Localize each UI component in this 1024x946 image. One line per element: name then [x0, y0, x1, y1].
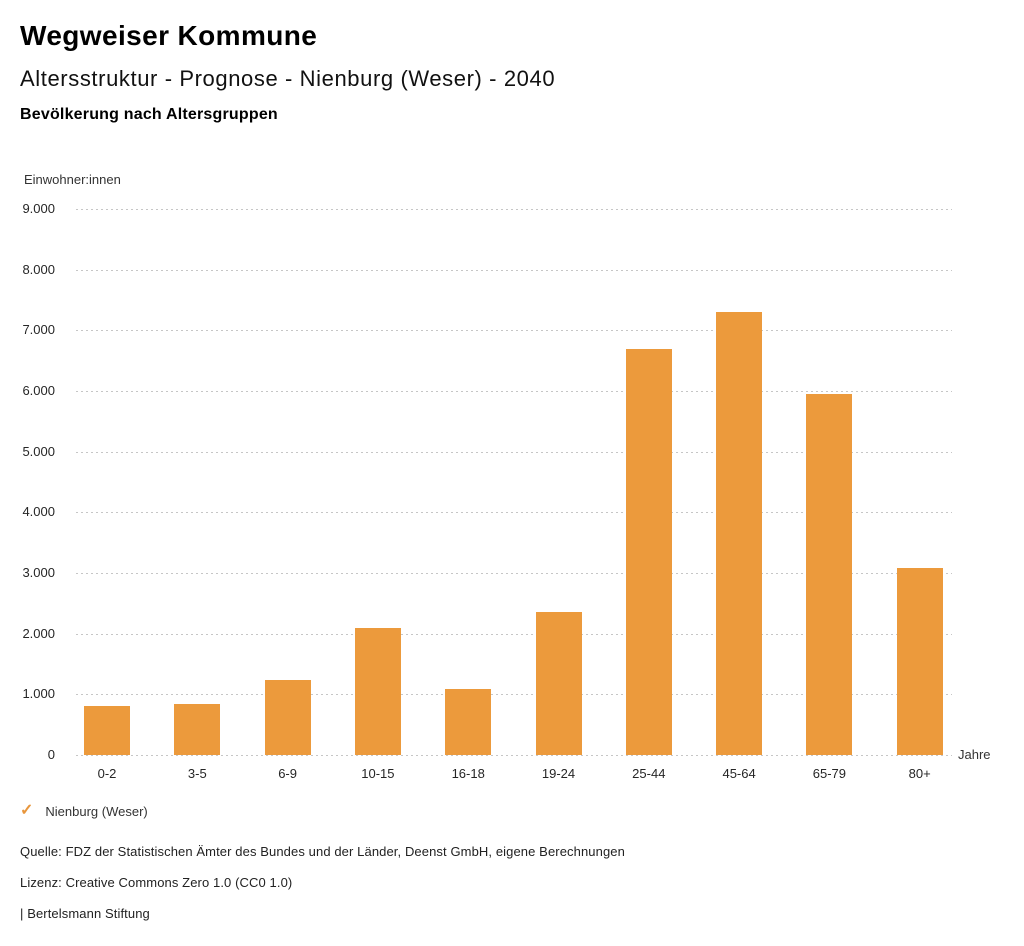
y-tick-label-3.000: 3.000: [22, 565, 55, 580]
y-tick-label-7.000: 7.000: [22, 322, 55, 338]
y-tick-label-6.000: 6.000: [22, 383, 55, 398]
gridline-0: [76, 755, 952, 756]
x-tick-label-10-15: 10-15: [361, 766, 395, 781]
bar-80+[interactable]: [896, 568, 943, 755]
page-title: Altersstruktur - Prognose - Nienburg (We…: [20, 66, 556, 91]
x-tick-label-6-9: 6-9: [278, 766, 297, 781]
gridline-7000: [76, 330, 952, 332]
gridline-3000: [76, 573, 952, 574]
y-tick-label-2.000: 2.000: [22, 625, 55, 641]
x-tick-label-25-44: 25-44: [632, 766, 666, 781]
chart-subtitle: Bevölkerung nach Altersgruppen: [20, 106, 278, 123]
gridline-9000: [76, 209, 952, 210]
x-tick-label-19-24: 19-24: [541, 766, 576, 781]
y-tick-label-4.000: 4.000: [22, 504, 55, 520]
gridline-2000: [76, 633, 952, 635]
bar-chart-plot-area: [76, 209, 952, 756]
y-tick-label-0: 0: [47, 747, 55, 762]
license-text: Lizenz: Creative Commons Zero 1.0 (CC0 1…: [20, 875, 293, 890]
bar-0-2[interactable]: [84, 706, 130, 755]
y-tick-label-1.000: 1.000: [22, 686, 55, 702]
x-tick-label-3-5: 3-5: [187, 766, 207, 781]
attribution-text: | Bertelsmann Stiftung: [20, 906, 150, 921]
gridline-4000: [76, 512, 952, 514]
bar-45-64[interactable]: [716, 311, 763, 755]
bar-3-5[interactable]: [174, 704, 221, 755]
bar-10-15[interactable]: [354, 628, 401, 755]
bar-16-18[interactable]: [445, 688, 492, 755]
x-tick-label-45-64: 45-64: [722, 766, 756, 781]
check-icon: ✓: [20, 802, 34, 819]
legend-item-nienburg-weser[interactable]: ✓ Nienburg (Weser): [20, 803, 148, 819]
y-tick-label-5.000: 5.000: [22, 443, 55, 459]
x-tick-label-16-18: 16-18: [451, 766, 485, 781]
legend-label: Nienburg (Weser): [45, 803, 148, 819]
gridline-1000: [76, 694, 952, 696]
x-tick-label-65-79: 65-79: [812, 766, 847, 781]
bar-25-44[interactable]: [625, 348, 672, 755]
y-tick-label-8.000: 8.000: [22, 261, 55, 277]
bar-19-24[interactable]: [535, 612, 582, 755]
gridline-8000: [76, 269, 952, 271]
y-axis-unit-label: Einwohner:innen: [24, 172, 121, 187]
brand-title: Wegweiser Kommune: [20, 20, 318, 51]
source-text: Quelle: FDZ der Statistischen Ämter des …: [20, 844, 625, 859]
bar-6-9[interactable]: [264, 680, 311, 755]
y-tick-label-9.000: 9.000: [22, 201, 55, 216]
gridline-6000: [76, 391, 952, 392]
gridline-5000: [76, 451, 952, 453]
x-tick-label-80+: 80+: [908, 766, 931, 781]
x-axis-unit-label: Jahre: [958, 747, 991, 762]
x-tick-label-0-2: 0-2: [97, 766, 117, 781]
bar-65-79[interactable]: [806, 394, 853, 755]
